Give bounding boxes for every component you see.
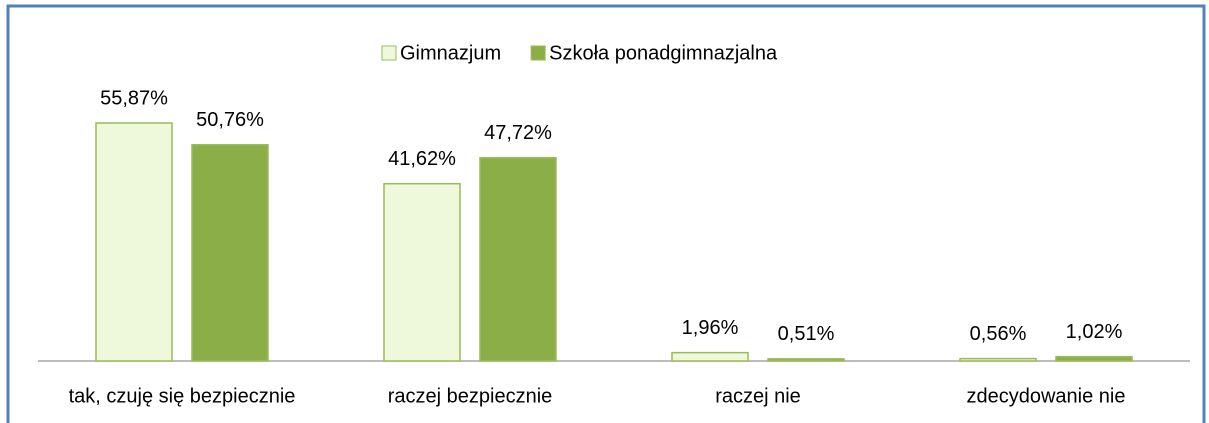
x-tick-label: raczej bezpiecznie xyxy=(388,385,553,407)
bar xyxy=(959,357,1037,362)
value-label: 0,56% xyxy=(970,323,1027,345)
legend-label: Gimnazjum xyxy=(400,42,501,64)
bar xyxy=(383,182,461,362)
bar xyxy=(191,144,269,362)
x-tick-label: tak, czuję się bezpiecznie xyxy=(69,385,296,407)
bar xyxy=(1055,355,1133,362)
value-label: 47,72% xyxy=(484,122,552,144)
x-tick-label: zdecydowanie nie xyxy=(967,385,1126,407)
value-label: 41,62% xyxy=(388,148,456,170)
value-label: 1,96% xyxy=(682,317,739,339)
bar xyxy=(95,122,173,362)
legend-swatch xyxy=(530,45,546,61)
frame xyxy=(6,4,1206,423)
bar xyxy=(767,358,845,362)
legend-swatch xyxy=(381,45,397,61)
value-label: 50,76% xyxy=(196,109,264,131)
value-label: 0,51% xyxy=(778,323,835,345)
value-label: 1,02% xyxy=(1066,321,1123,343)
value-label: 55,87% xyxy=(100,87,168,109)
x-tick-label: raczej nie xyxy=(715,385,801,407)
legend-label: Szkoła ponadgimnazjalna xyxy=(549,42,778,64)
bar xyxy=(479,156,557,362)
bar xyxy=(671,351,749,362)
